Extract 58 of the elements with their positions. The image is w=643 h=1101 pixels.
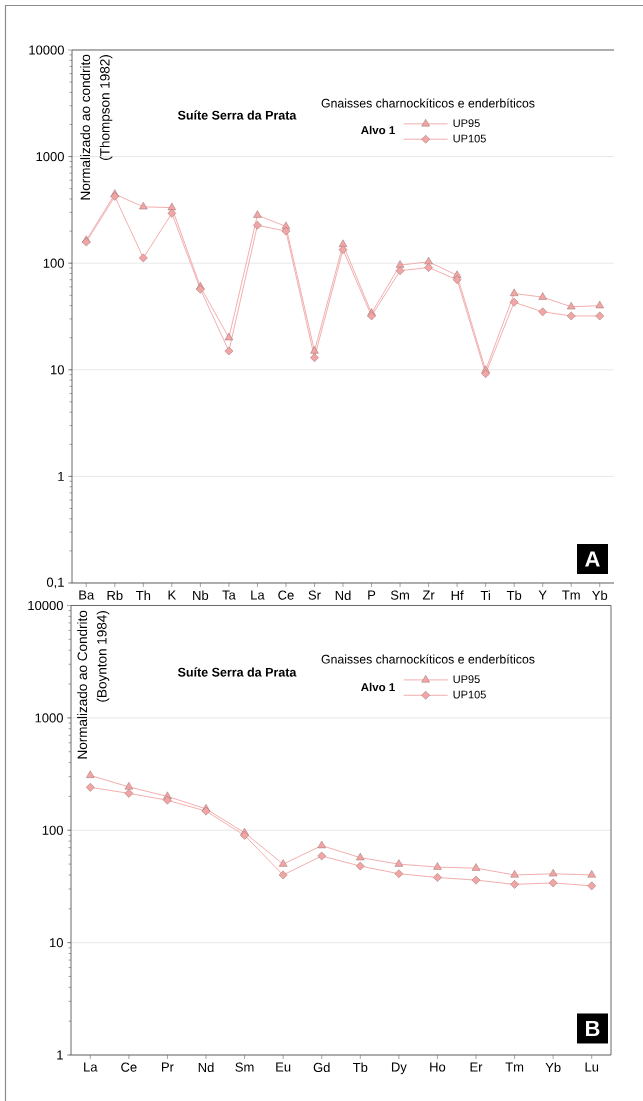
annotation: B (586, 1020, 600, 1037)
y-tick-label: 1000 (35, 713, 63, 723)
x-tick-label: Yb (545, 1062, 561, 1073)
x-tick-label: Sm (390, 590, 409, 600)
x-tick-label: Lu (585, 1062, 599, 1072)
y-tick-label: 100 (43, 258, 64, 268)
legend-label: UP105 (453, 690, 486, 699)
y-tick-label: 100 (42, 825, 63, 835)
x-tick-label: Tb (506, 590, 522, 601)
x-tick-label: Zr (422, 590, 435, 600)
y-tick-label: 0,1 (46, 577, 64, 589)
x-tick-label: Rb (107, 590, 123, 601)
annotation: Alvo 1 (361, 682, 395, 692)
y-tick-label: 1 (57, 1050, 63, 1060)
legend-label: UP105 (453, 134, 486, 143)
x-tick-label: Nd (198, 1062, 214, 1073)
x-tick-label: Tm (505, 1062, 524, 1072)
x-tick-label: K (168, 590, 177, 600)
x-tick-label: P (368, 590, 376, 600)
y-axis-title: Normalizado ao Condrito (Boynton 1984) (77, 610, 110, 759)
x-tick-label: Ta (222, 590, 236, 600)
legend-label: UP95 (453, 119, 480, 128)
legend-title: Gnaisses charnockíticos e enderbíticos (321, 98, 535, 108)
x-tick-label: Nb (193, 590, 209, 601)
x-tick-label: Ho (430, 1062, 446, 1072)
x-tick-label: Sm (235, 1062, 254, 1072)
legend-label: UP95 (453, 675, 480, 684)
y-tick-label: 10000 (28, 600, 63, 611)
x-tick-label: Ce (278, 590, 294, 600)
x-tick-label: Y (538, 590, 547, 600)
y-axis-title: Normalizado ao condrito (Thompson 1982) (80, 54, 113, 200)
x-tick-label: Sr (308, 590, 321, 600)
x-tick-label: Tb (353, 1062, 368, 1073)
text: Suíte Serra da Prata (177, 110, 297, 120)
y-tick-label: 1 (58, 471, 64, 481)
x-tick-label: La (84, 1062, 98, 1072)
x-tick-label: Tm (562, 590, 580, 600)
y-tick-label: 10000 (29, 45, 64, 55)
x-tick-label: Yb (592, 590, 608, 601)
x-tick-label: Dy (391, 1062, 407, 1075)
y-tick-label: 10 (50, 938, 63, 948)
y-tick-label: 1000 (36, 151, 64, 162)
legend-title: Gnaisses charnockíticos e enderbíticos (321, 654, 535, 664)
text: Suíte Serra da Prata (177, 667, 297, 677)
y-tick-label: 10 (51, 365, 64, 375)
x-tick-label: Gd (313, 1062, 330, 1073)
x-tick-label: Hf (451, 590, 464, 600)
x-tick-label: Ce (121, 1062, 137, 1072)
x-tick-label: La (251, 590, 265, 600)
x-tick-label: Pr (161, 1062, 174, 1072)
x-tick-label: Eu (276, 1062, 291, 1072)
x-tick-label: Ba (79, 590, 95, 600)
x-tick-label: Er (470, 1062, 483, 1072)
annotation: Alvo 1 (361, 125, 395, 135)
x-tick-label: Nd (335, 590, 351, 601)
annotation: A (585, 551, 600, 567)
x-tick-label: Ti (480, 590, 490, 600)
x-tick-label: Th (136, 590, 151, 600)
